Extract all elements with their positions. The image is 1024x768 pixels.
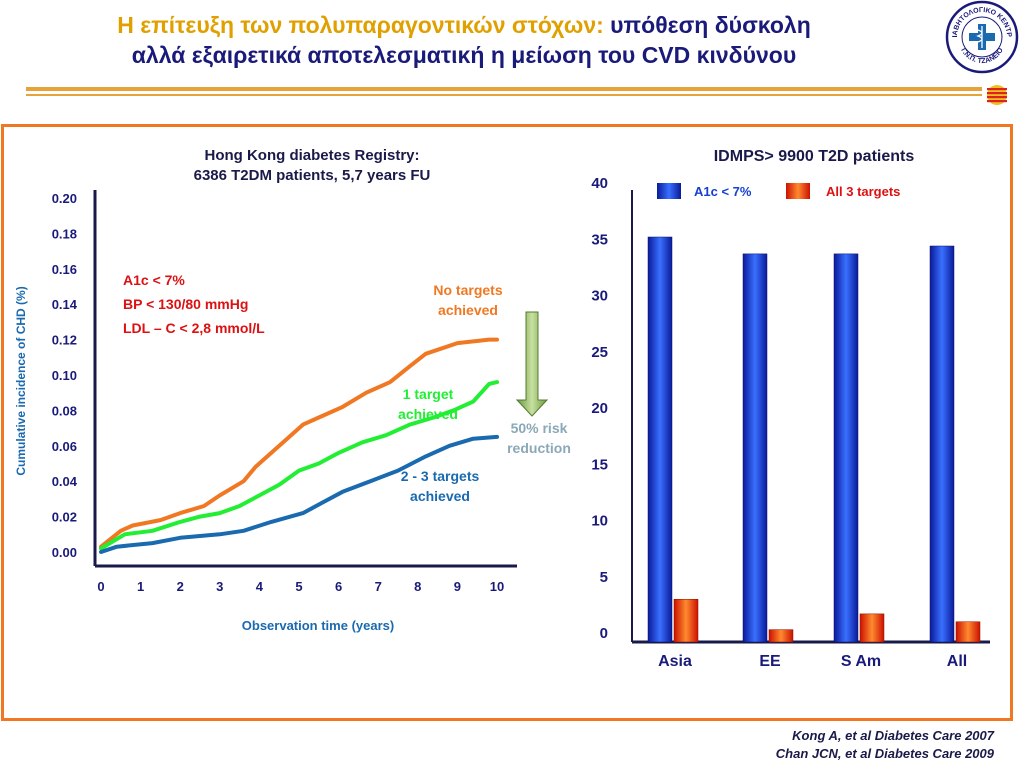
title-highlight: Η επίτευξη των πολυπαραγοντικών στόχων: — [117, 12, 604, 38]
line-y-tick-label: 0.06 — [52, 439, 77, 454]
bar-y-tick-label: 0 — [600, 625, 608, 642]
clinic-logo: ΔΙΑΒΗΤΟΛΟΓΙΚΟ ΚΕΝΤΡΟ Γ.Ν.Π. ΤΖΑΝΕΙΟ — [945, 0, 1019, 74]
target-bp: BP < 130/80 mmHg — [123, 296, 248, 312]
line-x-tick-label: 7 — [375, 579, 382, 594]
line-series-group — [99, 337, 499, 554]
series-line-0 — [99, 337, 499, 549]
targets-box: A1c < 7% BP < 130/80 mmHg LDL – C < 2,8 … — [123, 272, 265, 336]
reference-chan: Chan JCN, et al Diabetes Care 2009 — [775, 746, 994, 761]
line-x-tick-label: 9 — [454, 579, 461, 594]
line-x-tick-label: 2 — [177, 579, 184, 594]
bar-chart: IDMPS> 9900 T2D patients A1c < 7% All 3 … — [591, 148, 990, 670]
line-x-tick-label: 10 — [490, 579, 504, 594]
line-y-tick-label: 0.02 — [52, 510, 77, 525]
caduceus-icon — [976, 26, 983, 48]
bar-category-label: Asia — [658, 653, 692, 670]
bar-a1c-1 — [742, 253, 768, 643]
line-y-tick-label: 0.18 — [52, 226, 77, 241]
title-rest: υπόθεση δύσκολη — [603, 12, 811, 38]
line-x-axis-label: Observation time (years) — [242, 618, 394, 633]
bar-a1c-0 — [647, 236, 673, 643]
bar-all-targets-1 — [768, 629, 794, 643]
bar-y-tick-label: 20 — [591, 400, 608, 417]
line-x-ticks: 0 1 2 3 4 5 6 7 8 9 10 — [97, 579, 504, 594]
content-panel — [1, 124, 1013, 721]
line-x-tick-label: 1 — [137, 579, 144, 594]
line-chart-title: Hong Kong diabetes Registry: — [204, 147, 419, 164]
bars-group — [647, 236, 981, 643]
line-x-tick-label: 5 — [295, 579, 302, 594]
label-1-target-2: achieved — [398, 406, 458, 422]
title-divider-thin — [26, 94, 982, 96]
bar-y-tick-label: 40 — [591, 175, 608, 192]
target-a1c: A1c < 7% — [123, 272, 185, 288]
target-ldl: LDL – C < 2,8 mmol/L — [123, 320, 265, 336]
line-y-tick-label: 0.04 — [52, 474, 78, 489]
bar-x-ticks: Asia EE S Am All — [658, 653, 967, 670]
bar-category-label: EE — [759, 653, 781, 670]
bar-y-tick-label: 15 — [591, 456, 608, 473]
bar-y-tick-label: 10 — [591, 513, 608, 530]
line-x-tick-label: 3 — [216, 579, 223, 594]
bar-all-targets-0 — [673, 599, 699, 643]
series-line-1 — [99, 380, 499, 551]
label-no-targets-2: achieved — [438, 302, 498, 318]
bar-y-tick-label: 30 — [591, 288, 608, 305]
line-chart: Hong Kong diabetes Registry: 6386 T2DM p… — [14, 147, 571, 633]
bar-y-tick-label: 25 — [591, 344, 608, 361]
reference-kong: Kong A, et al Diabetes Care 2007 — [792, 728, 994, 743]
bar-category-label: All — [947, 653, 967, 670]
bar-y-ticks: 0 5 10 15 20 25 30 35 40 — [591, 175, 608, 642]
line-y-tick-label: 0.20 — [52, 191, 77, 206]
label-1-target-1: 1 target — [403, 386, 454, 402]
label-2-3-targets-1: 2 - 3 targets — [401, 468, 480, 484]
legend-swatch-all-targets — [786, 183, 810, 199]
bar-y-tick-label: 35 — [591, 231, 608, 248]
legend-label-a1c: A1c < 7% — [694, 184, 752, 199]
bar-chart-title: IDMPS> 9900 T2D patients — [714, 148, 915, 165]
bar-category-label: S Am — [841, 653, 881, 670]
risk-reduction-label-1: 50% risk — [511, 420, 568, 436]
bar-a1c-2 — [833, 253, 859, 643]
line-chart-subtitle: 6386 T2DM patients, 5,7 years FU — [194, 167, 431, 184]
bar-a1c-3 — [929, 245, 955, 643]
label-2-3-targets-2: achieved — [410, 488, 470, 504]
line-y-axis-label: Cumulative incidence of CHD (%) — [14, 286, 28, 475]
line-y-tick-label: 0.14 — [52, 297, 78, 312]
line-y-tick-label: 0.12 — [52, 333, 77, 348]
line-x-tick-label: 6 — [335, 579, 342, 594]
series-line-2 — [99, 434, 499, 554]
title-divider — [26, 87, 982, 91]
line-x-tick-label: 4 — [256, 579, 264, 594]
slide-title: Η επίτευξη των πολυπαραγοντικών στόχων: … — [14, 10, 914, 70]
legend-label-all-targets: All 3 targets — [826, 184, 900, 199]
risk-reduction-arrow-icon — [515, 311, 549, 417]
title-line-2: αλλά εξαιρετικά αποτελεσματική η μείωση … — [131, 42, 797, 68]
line-y-tick-label: 0.16 — [52, 262, 77, 277]
legend-swatch-a1c — [657, 183, 681, 199]
line-x-tick-label: 0 — [97, 579, 104, 594]
line-y-tick-label: 0.08 — [52, 403, 77, 418]
line-y-tick-label: 0.10 — [52, 368, 77, 383]
risk-reduction-label-2: reduction — [507, 440, 571, 456]
flag-stripes-icon — [987, 85, 1007, 105]
bar-all-targets-2 — [859, 613, 885, 643]
line-y-tick-label: 0.00 — [52, 545, 77, 560]
line-x-tick-label: 8 — [414, 579, 421, 594]
bar-all-targets-3 — [955, 621, 981, 643]
label-no-targets-1: No targets — [433, 282, 502, 298]
bar-y-tick-label: 5 — [600, 569, 608, 586]
line-y-ticks: 0.00 0.02 0.04 0.06 0.08 0.10 0.12 0.14 0.16 0.18… — [52, 191, 78, 560]
